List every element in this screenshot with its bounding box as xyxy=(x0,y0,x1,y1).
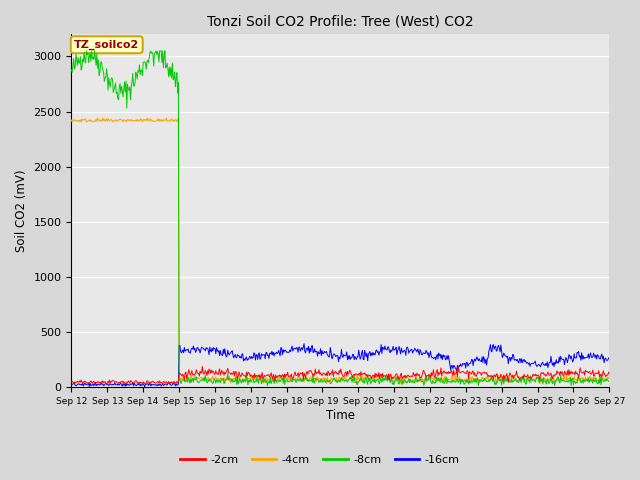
Legend: -2cm, -4cm, -8cm, -16cm: -2cm, -4cm, -8cm, -16cm xyxy=(176,451,464,469)
Text: TZ_soilco2: TZ_soilco2 xyxy=(74,40,140,50)
Title: Tonzi Soil CO2 Profile: Tree (West) CO2: Tonzi Soil CO2 Profile: Tree (West) CO2 xyxy=(207,15,474,29)
X-axis label: Time: Time xyxy=(326,409,355,422)
Y-axis label: Soil CO2 (mV): Soil CO2 (mV) xyxy=(15,169,28,252)
